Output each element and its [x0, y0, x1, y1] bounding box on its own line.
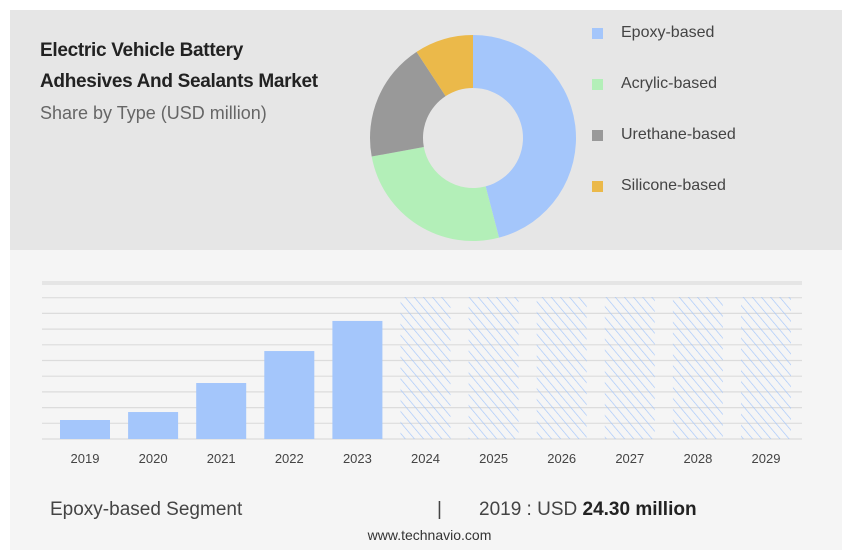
x-tick-2020: 2020 [139, 451, 168, 466]
legend-swatch [592, 27, 603, 39]
x-tick-2025: 2025 [479, 451, 508, 466]
source-link[interactable]: www.technavio.com [367, 527, 492, 543]
bar-2019 [60, 420, 110, 439]
legend-swatch [592, 129, 603, 141]
forecast-bar-2024 [400, 297, 451, 439]
segment-value: 2019 : USD 24.30 million [479, 499, 697, 521]
legend-item: Urethane-based [592, 126, 736, 144]
bar-2021 [196, 383, 247, 439]
x-tick-2019: 2019 [71, 451, 100, 466]
year-label: 2019 : USD [479, 499, 578, 520]
legend-label: Silicone-based [621, 177, 726, 194]
x-tick-2022: 2022 [275, 451, 304, 466]
legend-label: Epoxy-based [621, 24, 715, 41]
x-tick-2024: 2024 [411, 451, 440, 466]
legend-label: Acrylic-based [621, 75, 718, 92]
bar-2020 [128, 412, 179, 439]
forecast-bar-2026 [536, 297, 587, 439]
forecast-bar-2027 [604, 297, 655, 439]
bar-2023 [332, 320, 383, 439]
donut-slice-silicone-based [416, 35, 473, 97]
chart-subtitle: Share by Type (USD million) [40, 103, 267, 123]
separator: | [437, 499, 442, 520]
legend-swatch [592, 180, 603, 192]
donut-slice-epoxy-based [473, 35, 577, 238]
forecast-bar-2029 [741, 297, 791, 439]
legend-item: Epoxy-based [592, 24, 714, 42]
legend-label: Urethane-based [621, 126, 736, 143]
x-tick-labels: 2019 2020 2021 2022 2023 2024 2025 2026 2027 2028… [71, 451, 781, 466]
bars [60, 297, 791, 439]
forecast-bar-2028 [672, 297, 723, 439]
value-label: 24.30 million [582, 499, 697, 520]
segment-label: Epoxy-based Segment [50, 499, 243, 520]
legend-swatch [592, 78, 603, 90]
x-tick-2029: 2029 [752, 451, 781, 466]
x-tick-2021: 2021 [207, 451, 236, 466]
bar-2022 [264, 351, 315, 439]
legend-item: Acrylic-based [592, 75, 717, 93]
donut-chart [370, 35, 577, 241]
donut-slice-urethane-based [370, 51, 446, 157]
chart-title-line1: Electric Vehicle Battery [40, 40, 243, 61]
chart-title-line2: Adhesives And Sealants Market [40, 71, 318, 92]
legend-item: Silicone-based [592, 177, 726, 195]
donut-slice-acrylic-based [371, 147, 500, 241]
x-tick-2027: 2027 [615, 451, 644, 466]
forecast-bar-2025 [468, 297, 519, 439]
x-tick-2023: 2023 [343, 451, 372, 466]
x-tick-2028: 2028 [683, 451, 712, 466]
x-tick-2026: 2026 [547, 451, 576, 466]
